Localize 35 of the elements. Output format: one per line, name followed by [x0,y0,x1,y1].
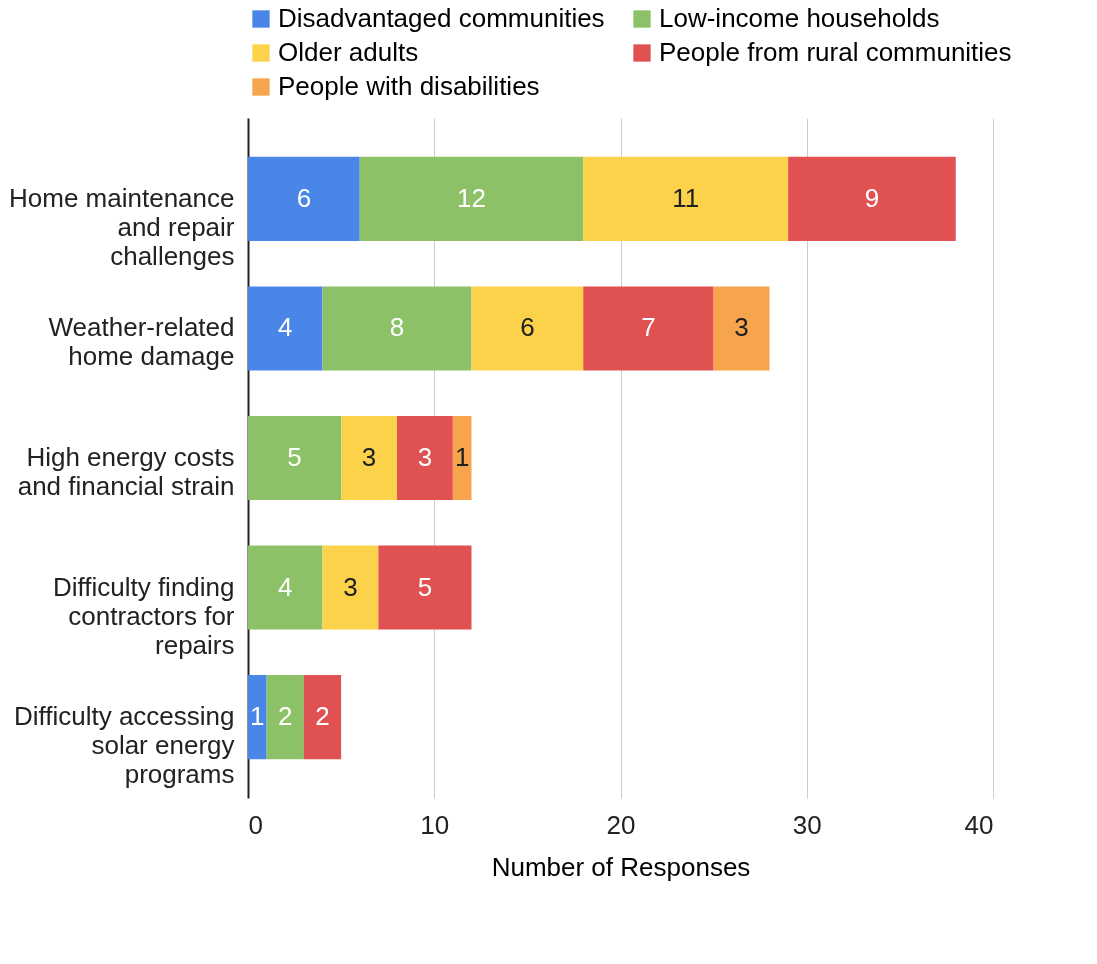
data-label: 3 [343,571,358,602]
data-label: 4 [278,312,293,343]
legend-label: Low-income households [659,3,940,33]
data-label: 1 [454,442,470,472]
x-tick-label: 40 [964,809,994,840]
data-label: 5 [287,442,302,472]
data-label: 3 [734,312,749,343]
data-label: 11 [672,182,700,213]
data-label: 9 [864,182,880,213]
data-label: 1 [250,701,265,732]
x-tick-label: 0 [248,809,263,840]
x-tick-label: 10 [420,809,450,840]
data-label: 6 [520,312,535,343]
y-tick-label: Difficulty accessing solar energy programs [13,701,235,790]
legend-label: People with disabilities [278,71,540,101]
legend-label: People from rural communities [659,37,1012,67]
data-label: 12 [457,182,486,213]
legend-label: Disadvantaged communities [278,3,605,33]
data-label: 6 [296,182,312,213]
x-axis-title: Number of Responses [491,851,751,882]
y-tick-label: Weather-related home damage [48,312,235,372]
data-label: 2 [315,701,330,732]
y-tick-label: Difficulty finding contractors for repairs [52,571,235,660]
legend-label: Older adults [278,37,419,67]
data-label: 4 [278,571,293,602]
y-tick-label: Home maintenance and repair challenges [9,182,235,271]
data-label: 5 [417,571,433,602]
data-label: 8 [389,312,405,343]
x-tick-label: 30 [792,809,822,840]
data-label: 2 [278,701,293,732]
x-tick-label: 20 [606,809,636,840]
y-tick-label: High energy costs and financial strain [17,442,235,501]
data-label: 7 [641,312,656,343]
data-label: 3 [417,442,433,472]
data-label: 3 [361,442,377,472]
